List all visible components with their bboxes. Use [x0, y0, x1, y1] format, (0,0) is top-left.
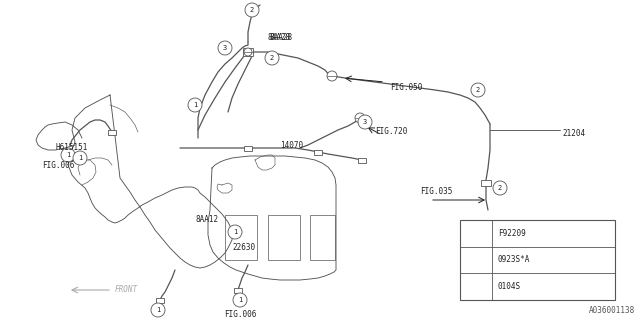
- Text: FIG.050: FIG.050: [390, 84, 422, 92]
- Bar: [225, 215, 257, 260]
- Circle shape: [151, 303, 165, 317]
- Text: 1: 1: [193, 102, 197, 108]
- Text: 2: 2: [498, 185, 502, 191]
- Bar: [234, 287, 242, 292]
- Text: 8AA28: 8AA28: [268, 34, 291, 43]
- Circle shape: [73, 151, 87, 165]
- Text: 3: 3: [474, 284, 478, 289]
- Text: 2: 2: [250, 7, 254, 13]
- Text: 2: 2: [270, 55, 274, 61]
- Text: FRONT: FRONT: [115, 285, 138, 294]
- Text: 8AA28: 8AA28: [270, 34, 293, 43]
- Circle shape: [244, 48, 252, 56]
- Text: 1: 1: [66, 152, 70, 158]
- Circle shape: [355, 113, 365, 123]
- Text: 1: 1: [238, 297, 242, 303]
- Circle shape: [228, 225, 242, 239]
- Text: 22630: 22630: [232, 244, 255, 252]
- Circle shape: [493, 181, 507, 195]
- Text: F92209: F92209: [498, 229, 525, 238]
- Bar: [156, 298, 164, 302]
- Circle shape: [471, 83, 485, 97]
- Circle shape: [188, 98, 202, 112]
- Text: 14070: 14070: [280, 140, 303, 149]
- Text: FIG.006: FIG.006: [42, 162, 74, 171]
- Circle shape: [233, 293, 247, 307]
- Text: FIG.006: FIG.006: [224, 310, 256, 319]
- Bar: [244, 146, 252, 150]
- Bar: [268, 215, 300, 260]
- Text: 2: 2: [476, 87, 480, 93]
- Bar: [358, 157, 366, 163]
- Bar: [243, 48, 253, 56]
- Text: H615151: H615151: [55, 143, 88, 153]
- Text: 3: 3: [223, 45, 227, 51]
- Text: 2: 2: [474, 258, 478, 262]
- Text: FIG.720: FIG.720: [375, 127, 408, 137]
- Bar: [108, 130, 116, 134]
- Text: FIG.035: FIG.035: [420, 188, 452, 196]
- Circle shape: [470, 253, 483, 267]
- Circle shape: [61, 148, 75, 162]
- Bar: [310, 215, 335, 260]
- Text: 1: 1: [474, 231, 478, 236]
- Bar: [314, 149, 322, 155]
- Circle shape: [245, 3, 259, 17]
- Text: A036001138: A036001138: [589, 306, 635, 315]
- Text: 21204: 21204: [562, 129, 585, 138]
- Text: 3: 3: [363, 119, 367, 125]
- Circle shape: [265, 51, 279, 65]
- Text: 0923S*A: 0923S*A: [498, 255, 531, 265]
- Bar: [460, 220, 615, 300]
- Circle shape: [218, 41, 232, 55]
- Circle shape: [470, 280, 483, 293]
- Circle shape: [358, 115, 372, 129]
- Text: 1: 1: [233, 229, 237, 235]
- Bar: [481, 180, 491, 186]
- Text: 1: 1: [156, 307, 160, 313]
- Text: 1: 1: [78, 155, 82, 161]
- Circle shape: [470, 227, 483, 240]
- Text: 8AA12: 8AA12: [195, 215, 218, 225]
- Text: 0104S: 0104S: [498, 282, 521, 291]
- Circle shape: [327, 71, 337, 81]
